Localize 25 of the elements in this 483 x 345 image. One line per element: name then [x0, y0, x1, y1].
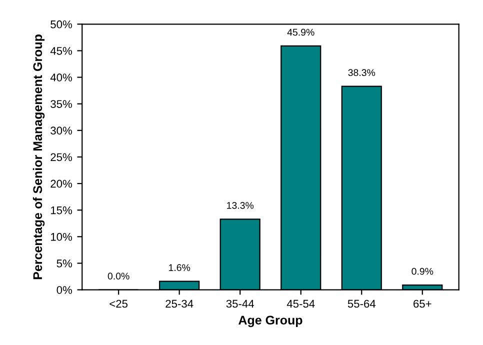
y-tick-label: 5%: [56, 260, 72, 268]
x-axis-title: Age Group: [238, 316, 302, 328]
data-label: 38.3%: [348, 69, 376, 76]
y-tick-label: 10%: [50, 232, 72, 241]
y-tick-label: 50%: [50, 20, 72, 28]
x-tick-label: 45-54: [286, 300, 315, 308]
y-tick-label: 40%: [50, 74, 72, 82]
y-tick-label: 20%: [50, 180, 72, 188]
y-tick-label: 25%: [50, 153, 72, 162]
data-label: 1.6%: [168, 264, 190, 272]
y-tick-label: 45%: [50, 47, 72, 55]
data-label: 0.9%: [412, 268, 434, 275]
y-axis-title: Percentage of Senior Management Group: [32, 34, 45, 280]
x-tick-label: <25: [110, 300, 128, 308]
y-tick-label: 15%: [50, 206, 72, 214]
data-label: 45.9%: [287, 28, 314, 36]
x-tick-label: 65+: [414, 300, 432, 308]
y-tick-label: 30%: [50, 126, 72, 135]
y-tick-label: 35%: [50, 100, 72, 108]
data-label: 13.3%: [227, 202, 254, 209]
data-label: 0.0%: [108, 272, 130, 280]
x-tick-label: 35-44: [226, 300, 254, 308]
y-tick-label: 0%: [56, 286, 72, 294]
x-tick-label: 25-34: [166, 300, 194, 308]
x-tick-label: 55-64: [348, 300, 376, 308]
